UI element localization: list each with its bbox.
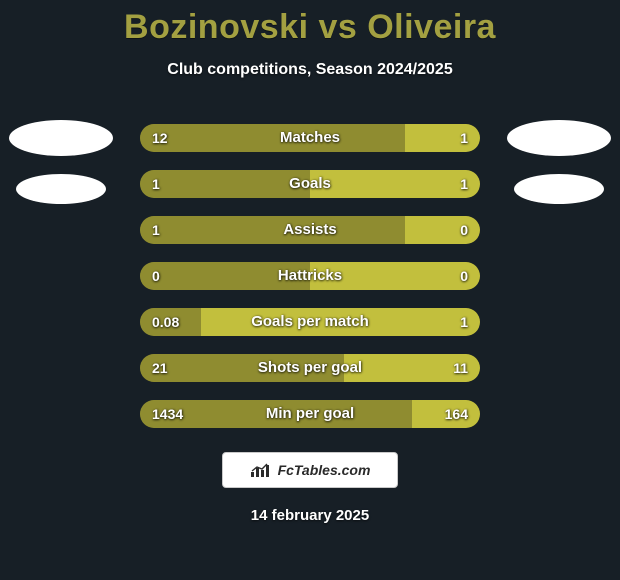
- stat-row: 1 0 Assists: [140, 216, 480, 244]
- stat-label: Matches: [280, 124, 340, 152]
- stat-value-left: 1: [152, 216, 160, 244]
- stat-label: Assists: [283, 216, 336, 244]
- stat-value-right: 164: [445, 400, 468, 428]
- left-player-logos: [6, 120, 116, 204]
- stat-label: Hattricks: [278, 262, 342, 290]
- stat-value-left: 0.08: [152, 308, 179, 336]
- stat-value-right: 11: [453, 354, 468, 382]
- stat-value-right: 1: [460, 170, 468, 198]
- stat-row: 12 1 Matches: [140, 124, 480, 152]
- flag-placeholder: [514, 174, 604, 204]
- stat-value-right: 1: [460, 308, 468, 336]
- stat-bar-left: [140, 216, 405, 244]
- source-brand: FcTables.com: [278, 462, 371, 478]
- stat-label: Shots per goal: [258, 354, 362, 382]
- stat-row: 1 1 Goals: [140, 170, 480, 198]
- club-logo-placeholder: [507, 120, 611, 156]
- stat-value-right: 0: [460, 216, 468, 244]
- comparison-bars: 121Matches11Goals10Assists00Hattricks0.0…: [140, 124, 480, 428]
- stat-value-right: 0: [460, 262, 468, 290]
- source-badge: FcTables.com: [222, 452, 398, 488]
- stat-bar-left: [140, 124, 405, 152]
- stat-value-left: 21: [152, 354, 168, 382]
- stat-row: 0.08 1 Goals per match: [140, 308, 480, 336]
- page-subtitle: Club competitions, Season 2024/2025: [0, 61, 620, 79]
- club-logo-placeholder: [9, 120, 113, 156]
- chart-icon: [250, 462, 272, 478]
- stat-bar-left: [140, 170, 310, 198]
- stat-label: Min per goal: [266, 400, 354, 428]
- stat-value-left: 12: [152, 124, 168, 152]
- stat-bar-right: [405, 216, 480, 244]
- stat-label: Goals: [289, 170, 331, 198]
- stat-row: 0 0 Hattricks: [140, 262, 480, 290]
- right-player-logos: [504, 120, 614, 204]
- stat-value-left: 0: [152, 262, 160, 290]
- stat-row: 1434 164 Min per goal: [140, 400, 480, 428]
- stat-row: 21 11 Shots per goal: [140, 354, 480, 382]
- footer-date: 14 february 2025: [251, 507, 369, 524]
- flag-placeholder: [16, 174, 106, 204]
- stat-value-left: 1434: [152, 400, 183, 428]
- stat-bar-right: [405, 124, 480, 152]
- stat-value-left: 1: [152, 170, 160, 198]
- stat-label: Goals per match: [251, 308, 369, 336]
- stat-bar-right: [310, 170, 480, 198]
- stat-value-right: 1: [460, 124, 468, 152]
- page-title: Bozinovski vs Oliveira: [0, 0, 620, 47]
